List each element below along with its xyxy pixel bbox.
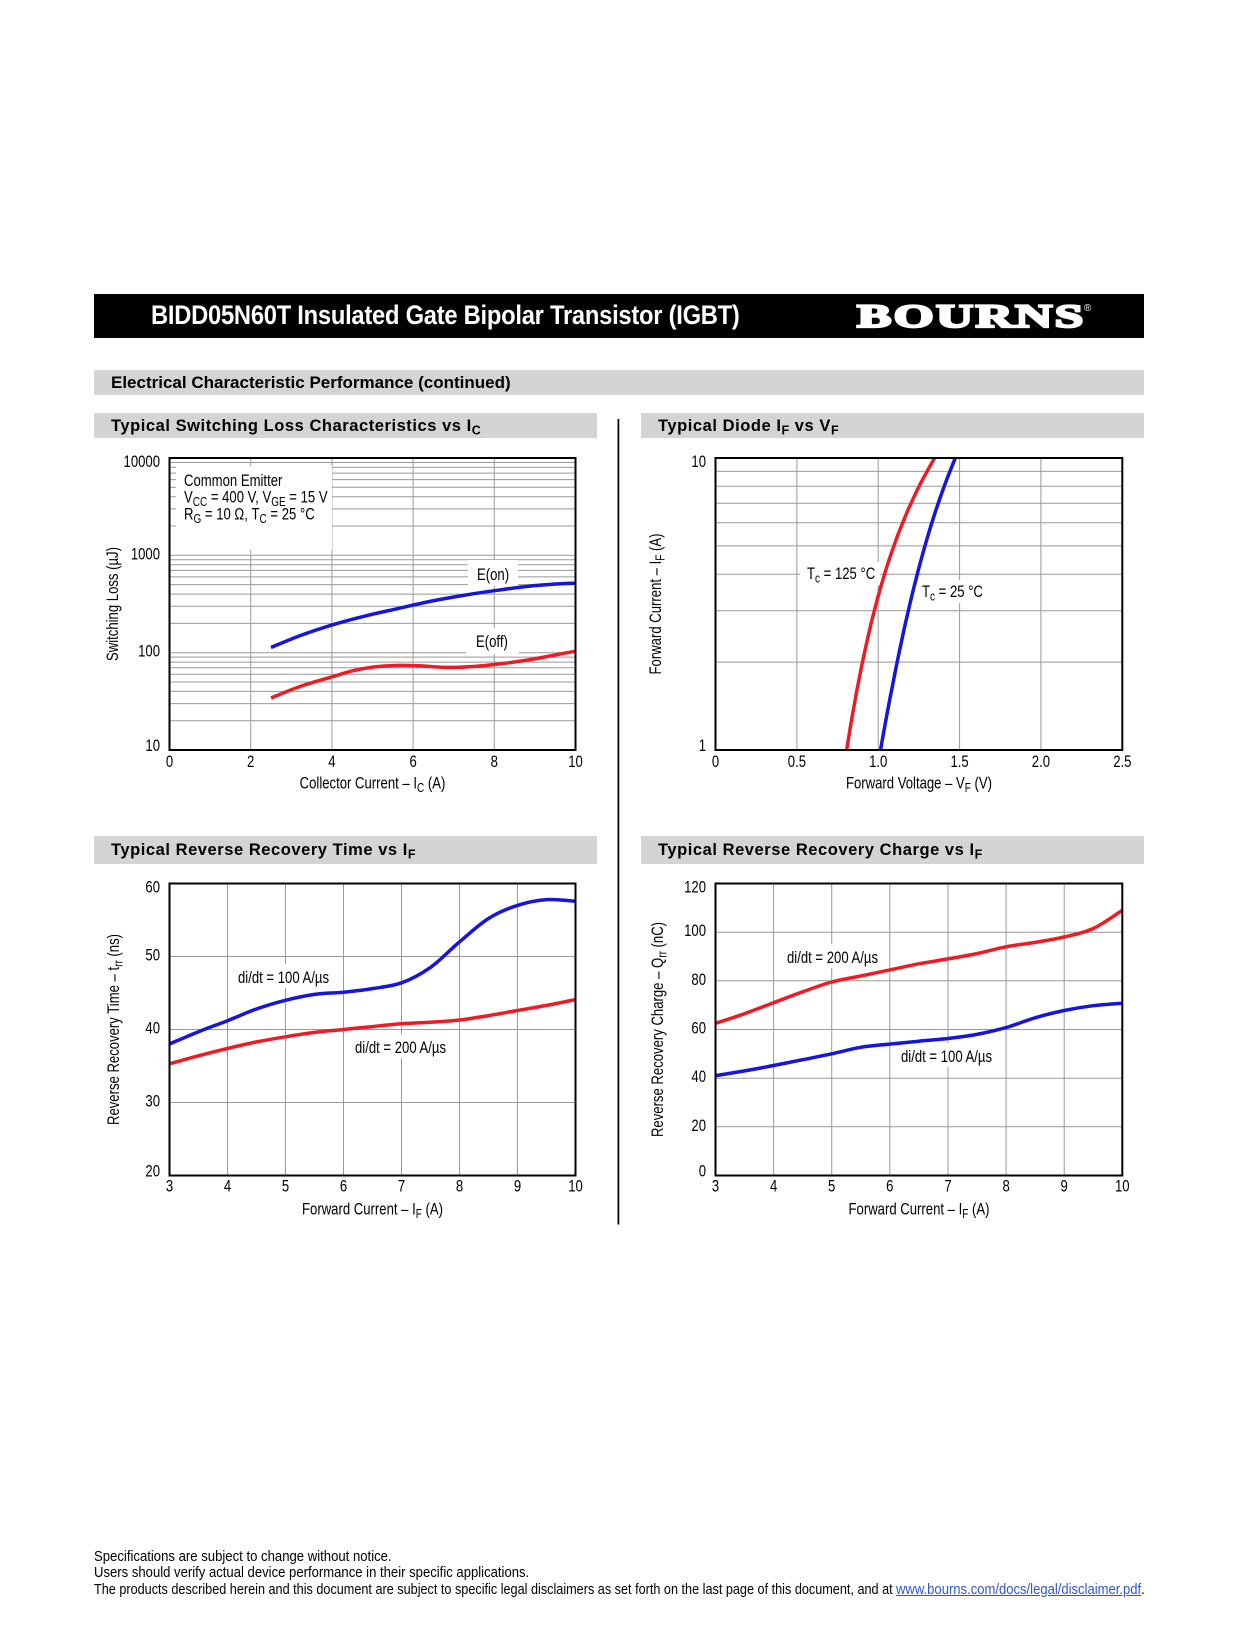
svg-text:Forward Voltage – VF (V): Forward Voltage – VF (V) (846, 775, 992, 795)
svg-text:100: 100 (138, 643, 160, 661)
svg-text:2.5: 2.5 (1113, 754, 1131, 772)
svg-text:50: 50 (145, 947, 160, 965)
svg-text:9: 9 (514, 1178, 521, 1196)
svg-text:1.0: 1.0 (869, 754, 887, 772)
svg-text:7: 7 (944, 1178, 951, 1196)
svg-text:10: 10 (1115, 1178, 1130, 1196)
svg-text:5: 5 (828, 1178, 835, 1196)
svg-text:0: 0 (166, 754, 173, 772)
svg-text:2: 2 (247, 754, 254, 772)
svg-text:4: 4 (328, 754, 335, 772)
svg-text:0: 0 (712, 754, 719, 772)
svg-text:10: 10 (568, 1178, 583, 1196)
svg-text:E(off): E(off) (476, 634, 508, 652)
svg-text:1000: 1000 (131, 546, 160, 564)
svg-text:Common Emitter: Common Emitter (184, 473, 282, 491)
svg-text:8: 8 (491, 754, 498, 772)
svg-text:2.0: 2.0 (1032, 754, 1050, 772)
svg-text:di/dt = 200 A/µs: di/dt = 200 A/µs (787, 950, 878, 968)
svg-text:Forward Current – IF (A): Forward Current – IF (A) (648, 533, 668, 674)
svg-text:20: 20 (691, 1118, 706, 1136)
svg-text:8: 8 (1002, 1178, 1009, 1196)
svg-text:10000: 10000 (124, 454, 160, 472)
svg-text:5: 5 (282, 1178, 289, 1196)
svg-text:120: 120 (684, 879, 706, 897)
svg-text:di/dt = 100 A/µs: di/dt = 100 A/µs (901, 1049, 992, 1067)
svg-text:Reverse Recovery Time – trr (n: Reverse Recovery Time – trr (ns) (106, 934, 126, 1125)
svg-text:E(on): E(on) (477, 567, 509, 585)
svg-text:Reverse Recovery Charge – Qrr: Reverse Recovery Charge – Qrr (nC) (650, 922, 670, 1137)
svg-text:VCC = 400 V, VGE = 15 V: VCC = 400 V, VGE = 15 V (184, 489, 328, 509)
svg-text:6: 6 (409, 754, 416, 772)
svg-text:40: 40 (145, 1020, 160, 1038)
svg-text:Collector Current – IC (A): Collector Current – IC (A) (300, 775, 446, 795)
svg-text:10: 10 (145, 738, 160, 756)
svg-text:10: 10 (568, 754, 583, 772)
svg-text:40: 40 (691, 1069, 706, 1087)
svg-text:Tc = 125 °C: Tc = 125 °C (807, 566, 875, 586)
svg-text:1: 1 (699, 738, 706, 756)
svg-text:30: 30 (145, 1093, 160, 1111)
svg-text:9: 9 (1061, 1178, 1068, 1196)
svg-text:4: 4 (770, 1178, 777, 1196)
svg-text:RG = 10 Ω, TC = 25 °C: RG = 10 Ω, TC = 25 °C (184, 506, 315, 526)
svg-text:di/dt = 100 A/µs: di/dt = 100 A/µs (238, 970, 329, 988)
svg-text:60: 60 (691, 1020, 706, 1038)
svg-text:100: 100 (684, 923, 706, 941)
svg-text:0: 0 (699, 1163, 706, 1181)
svg-text:1.5: 1.5 (950, 754, 968, 772)
svg-text:0.5: 0.5 (788, 754, 806, 772)
svg-text:4: 4 (224, 1178, 231, 1196)
svg-text:Forward Current – IF (A): Forward Current – IF (A) (849, 1201, 990, 1221)
svg-text:Tc = 25 °C: Tc = 25 °C (922, 584, 983, 604)
svg-text:3: 3 (166, 1178, 173, 1196)
svg-text:3: 3 (712, 1178, 719, 1196)
svg-text:7: 7 (398, 1178, 405, 1196)
svg-text:10: 10 (691, 454, 706, 472)
svg-text:di/dt = 200 A/µs: di/dt = 200 A/µs (355, 1040, 446, 1058)
svg-text:Forward Current – IF (A): Forward Current – IF (A) (302, 1201, 443, 1221)
svg-text:6: 6 (886, 1178, 893, 1196)
svg-text:20: 20 (145, 1163, 160, 1181)
svg-text:80: 80 (691, 972, 706, 990)
svg-text:Switching Loss (µJ): Switching Loss (µJ) (105, 547, 123, 661)
svg-text:8: 8 (456, 1178, 463, 1196)
svg-text:60: 60 (145, 879, 160, 897)
svg-text:6: 6 (340, 1178, 347, 1196)
